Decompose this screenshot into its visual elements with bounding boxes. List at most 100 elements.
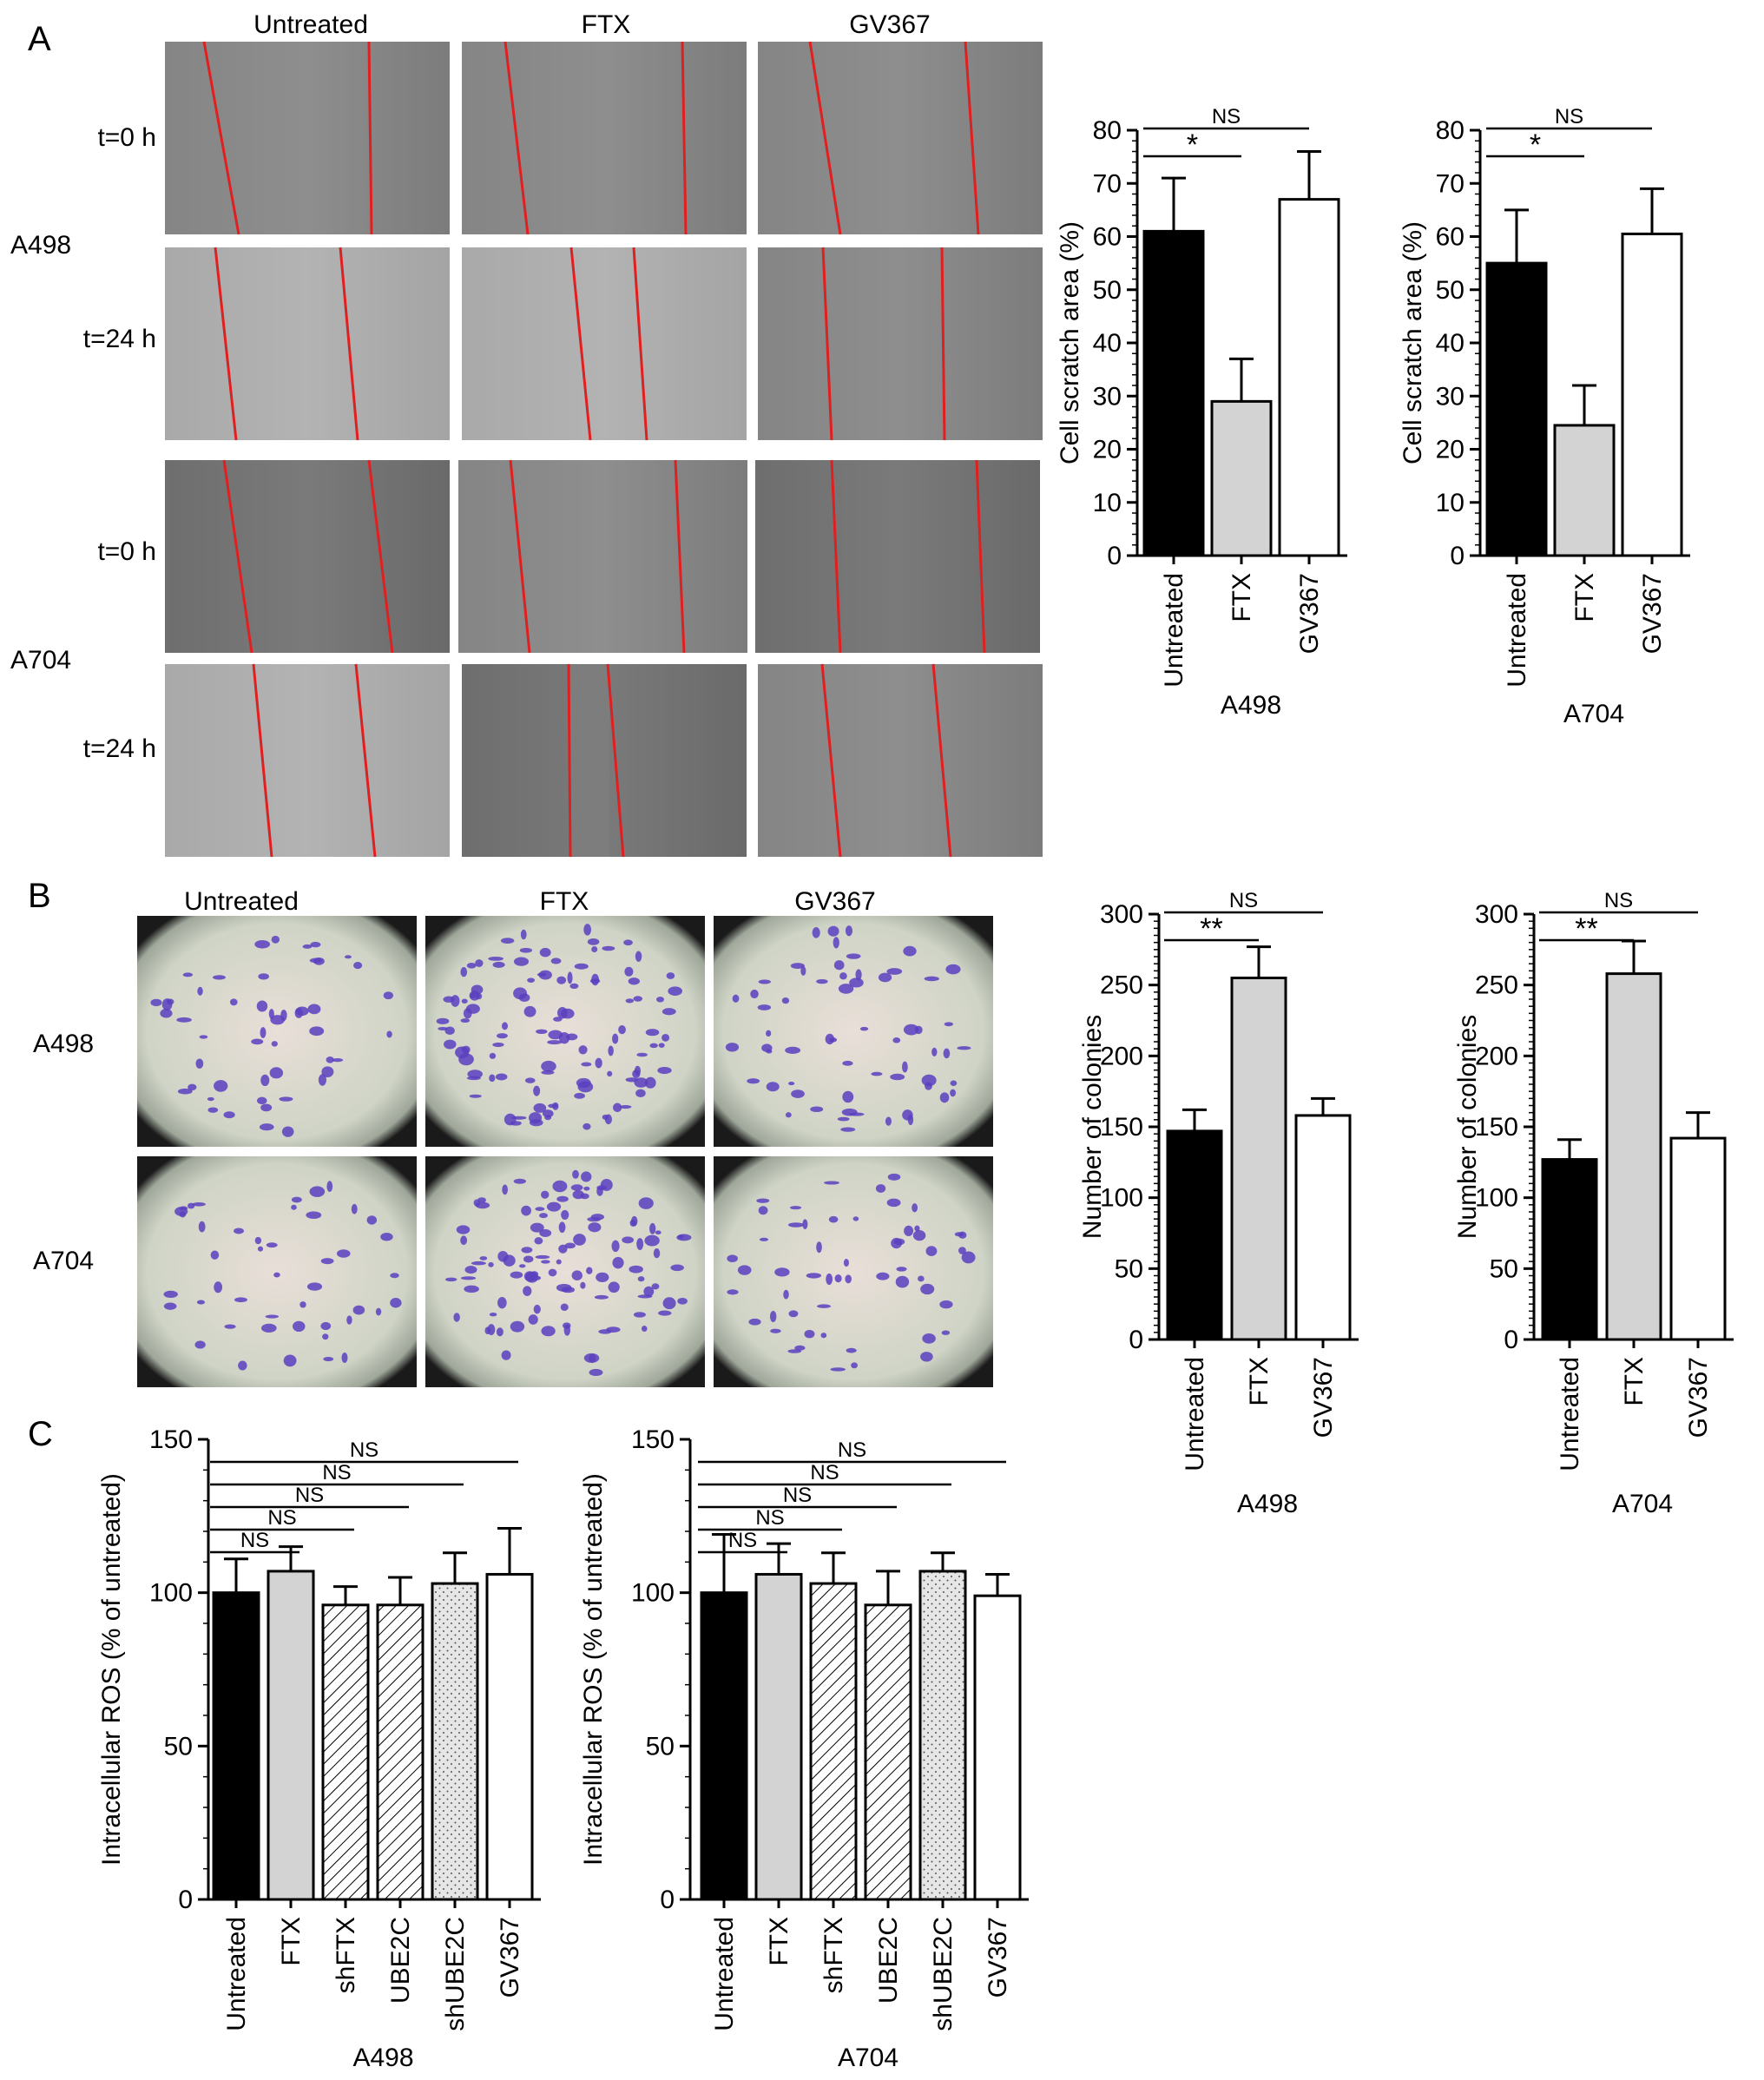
colony-dot: [351, 1203, 358, 1214]
bar-shftx: [809, 1582, 858, 1901]
x-tick-label: shUBE2C: [929, 1917, 958, 2031]
colony-dot: [583, 924, 592, 936]
colony-dot: [636, 1052, 648, 1057]
colony-dot: [535, 1254, 550, 1260]
colony-dot: [260, 1103, 273, 1112]
colony-dot: [176, 1017, 192, 1023]
colony-dot: [655, 1230, 662, 1235]
colony-dot: [213, 975, 226, 980]
colony-dot: [471, 1261, 486, 1266]
colony-dot: [479, 1256, 488, 1261]
chart-c-a704-ros: 0 50 100 150 Intracellular ROS (% of untreat…: [579, 1425, 1029, 2072]
x-tick-label: shFTX: [332, 1917, 360, 1993]
y-tick-label: 0: [178, 1886, 193, 1914]
significance-label: NS: [728, 1529, 757, 1552]
colony-dot: [179, 1211, 187, 1218]
colony-dot: [961, 1251, 976, 1264]
y-tick-label: 50: [1490, 1254, 1518, 1283]
colony-dot: [904, 1225, 914, 1237]
colony-dot: [353, 962, 363, 970]
y-tick-label: 50: [164, 1732, 193, 1761]
colony-dot: [824, 1181, 839, 1185]
colony-dot: [291, 1204, 297, 1210]
y-tick-label: 100: [1475, 1184, 1518, 1213]
x-tick-label: FTX: [277, 1917, 306, 1966]
colony-dot: [256, 1000, 268, 1012]
colony-dot: [589, 978, 601, 984]
colony-dot: [958, 1247, 966, 1254]
x-tick-label: UBE2C: [386, 1917, 415, 2004]
colony-dot: [826, 1273, 833, 1286]
colony-dot: [677, 1297, 688, 1305]
colony-dot: [827, 925, 839, 937]
panel-b-col-label-gv367: GV367: [794, 887, 875, 916]
x-tick-label: Untreated: [1556, 1357, 1584, 1471]
panel-b-image-grid: Untreated FTX GV367 A498 A704: [33, 887, 993, 1387]
x-tick-label: FTX: [1620, 1357, 1649, 1406]
colony-dot: [580, 1281, 586, 1289]
colony-dot: [521, 1247, 533, 1254]
y-axis-label: Intracellular ROS (% of untreated): [579, 1473, 608, 1866]
colony-dot: [939, 1092, 950, 1103]
colony-dot: [670, 1264, 684, 1272]
colony-dot: [542, 1109, 554, 1118]
colony-dot: [293, 1320, 306, 1333]
colony-dot: [271, 935, 280, 944]
colony-dot: [553, 1017, 563, 1022]
colony-dot: [467, 1070, 483, 1079]
scratch-edge-line: [509, 459, 531, 654]
scratch-edge-line: [632, 247, 648, 441]
colony-dot: [834, 1274, 842, 1283]
colony-dot: [326, 1181, 333, 1193]
colony-dot: [612, 1103, 622, 1113]
colony-dot: [307, 1004, 321, 1015]
colony-dot: [804, 1329, 815, 1339]
panel-a-row-label-a498-0h: t=0 h: [97, 123, 156, 152]
colony-dot: [258, 973, 269, 980]
colony-dot: [375, 1307, 382, 1316]
y-tick-label: 150: [1100, 1113, 1143, 1142]
colony-dot: [322, 1333, 329, 1340]
colony-dot: [635, 1089, 646, 1097]
scratch-edge-line: [214, 247, 238, 441]
colony-dot: [541, 1260, 550, 1264]
colony-dot: [306, 1282, 323, 1291]
colony-dot: [920, 1352, 933, 1362]
colony-dot: [254, 1236, 262, 1245]
scratch-edge-line: [975, 459, 986, 654]
colony-dot: [536, 1029, 548, 1035]
x-axis-label: A704: [1612, 1490, 1673, 1518]
y-axis-label: Cell scratch area (%): [1056, 221, 1084, 464]
colony-dot: [629, 1265, 643, 1274]
colony-dot: [196, 1300, 205, 1305]
scratch-image-a498-24h-untreated: [165, 247, 450, 440]
colony-dot: [849, 977, 864, 988]
colony-dot: [390, 1298, 402, 1308]
y-tick-label: 50: [1093, 276, 1122, 305]
bar-ube2c: [376, 1603, 425, 1901]
colony-dot: [198, 1221, 206, 1233]
colony-dot: [785, 1112, 792, 1118]
colony-dot: [954, 1232, 964, 1237]
colony-dot: [852, 1216, 859, 1221]
significance-label: *: [1187, 128, 1198, 161]
colony-dot: [855, 969, 862, 981]
colony-dot: [352, 1305, 365, 1315]
y-tick-label: 40: [1093, 329, 1122, 358]
colony-dot: [758, 1206, 768, 1215]
colony-dot: [558, 1244, 568, 1254]
colony-dot: [787, 1349, 802, 1353]
significance-label: NS: [783, 1484, 812, 1507]
colony-dot: [612, 1033, 619, 1044]
colony-dot: [896, 1267, 907, 1272]
colony-dot: [737, 1265, 752, 1275]
colony-dot: [876, 1272, 890, 1280]
colony-dot: [529, 1112, 543, 1124]
colony-dot: [458, 1053, 474, 1066]
colony-dot: [199, 1035, 208, 1039]
colony-dot: [386, 1030, 392, 1038]
significance-label: NS: [755, 1506, 784, 1530]
colony-dot: [501, 1022, 509, 1030]
colony-dot: [487, 1324, 496, 1336]
colony-dot: [535, 1207, 545, 1211]
